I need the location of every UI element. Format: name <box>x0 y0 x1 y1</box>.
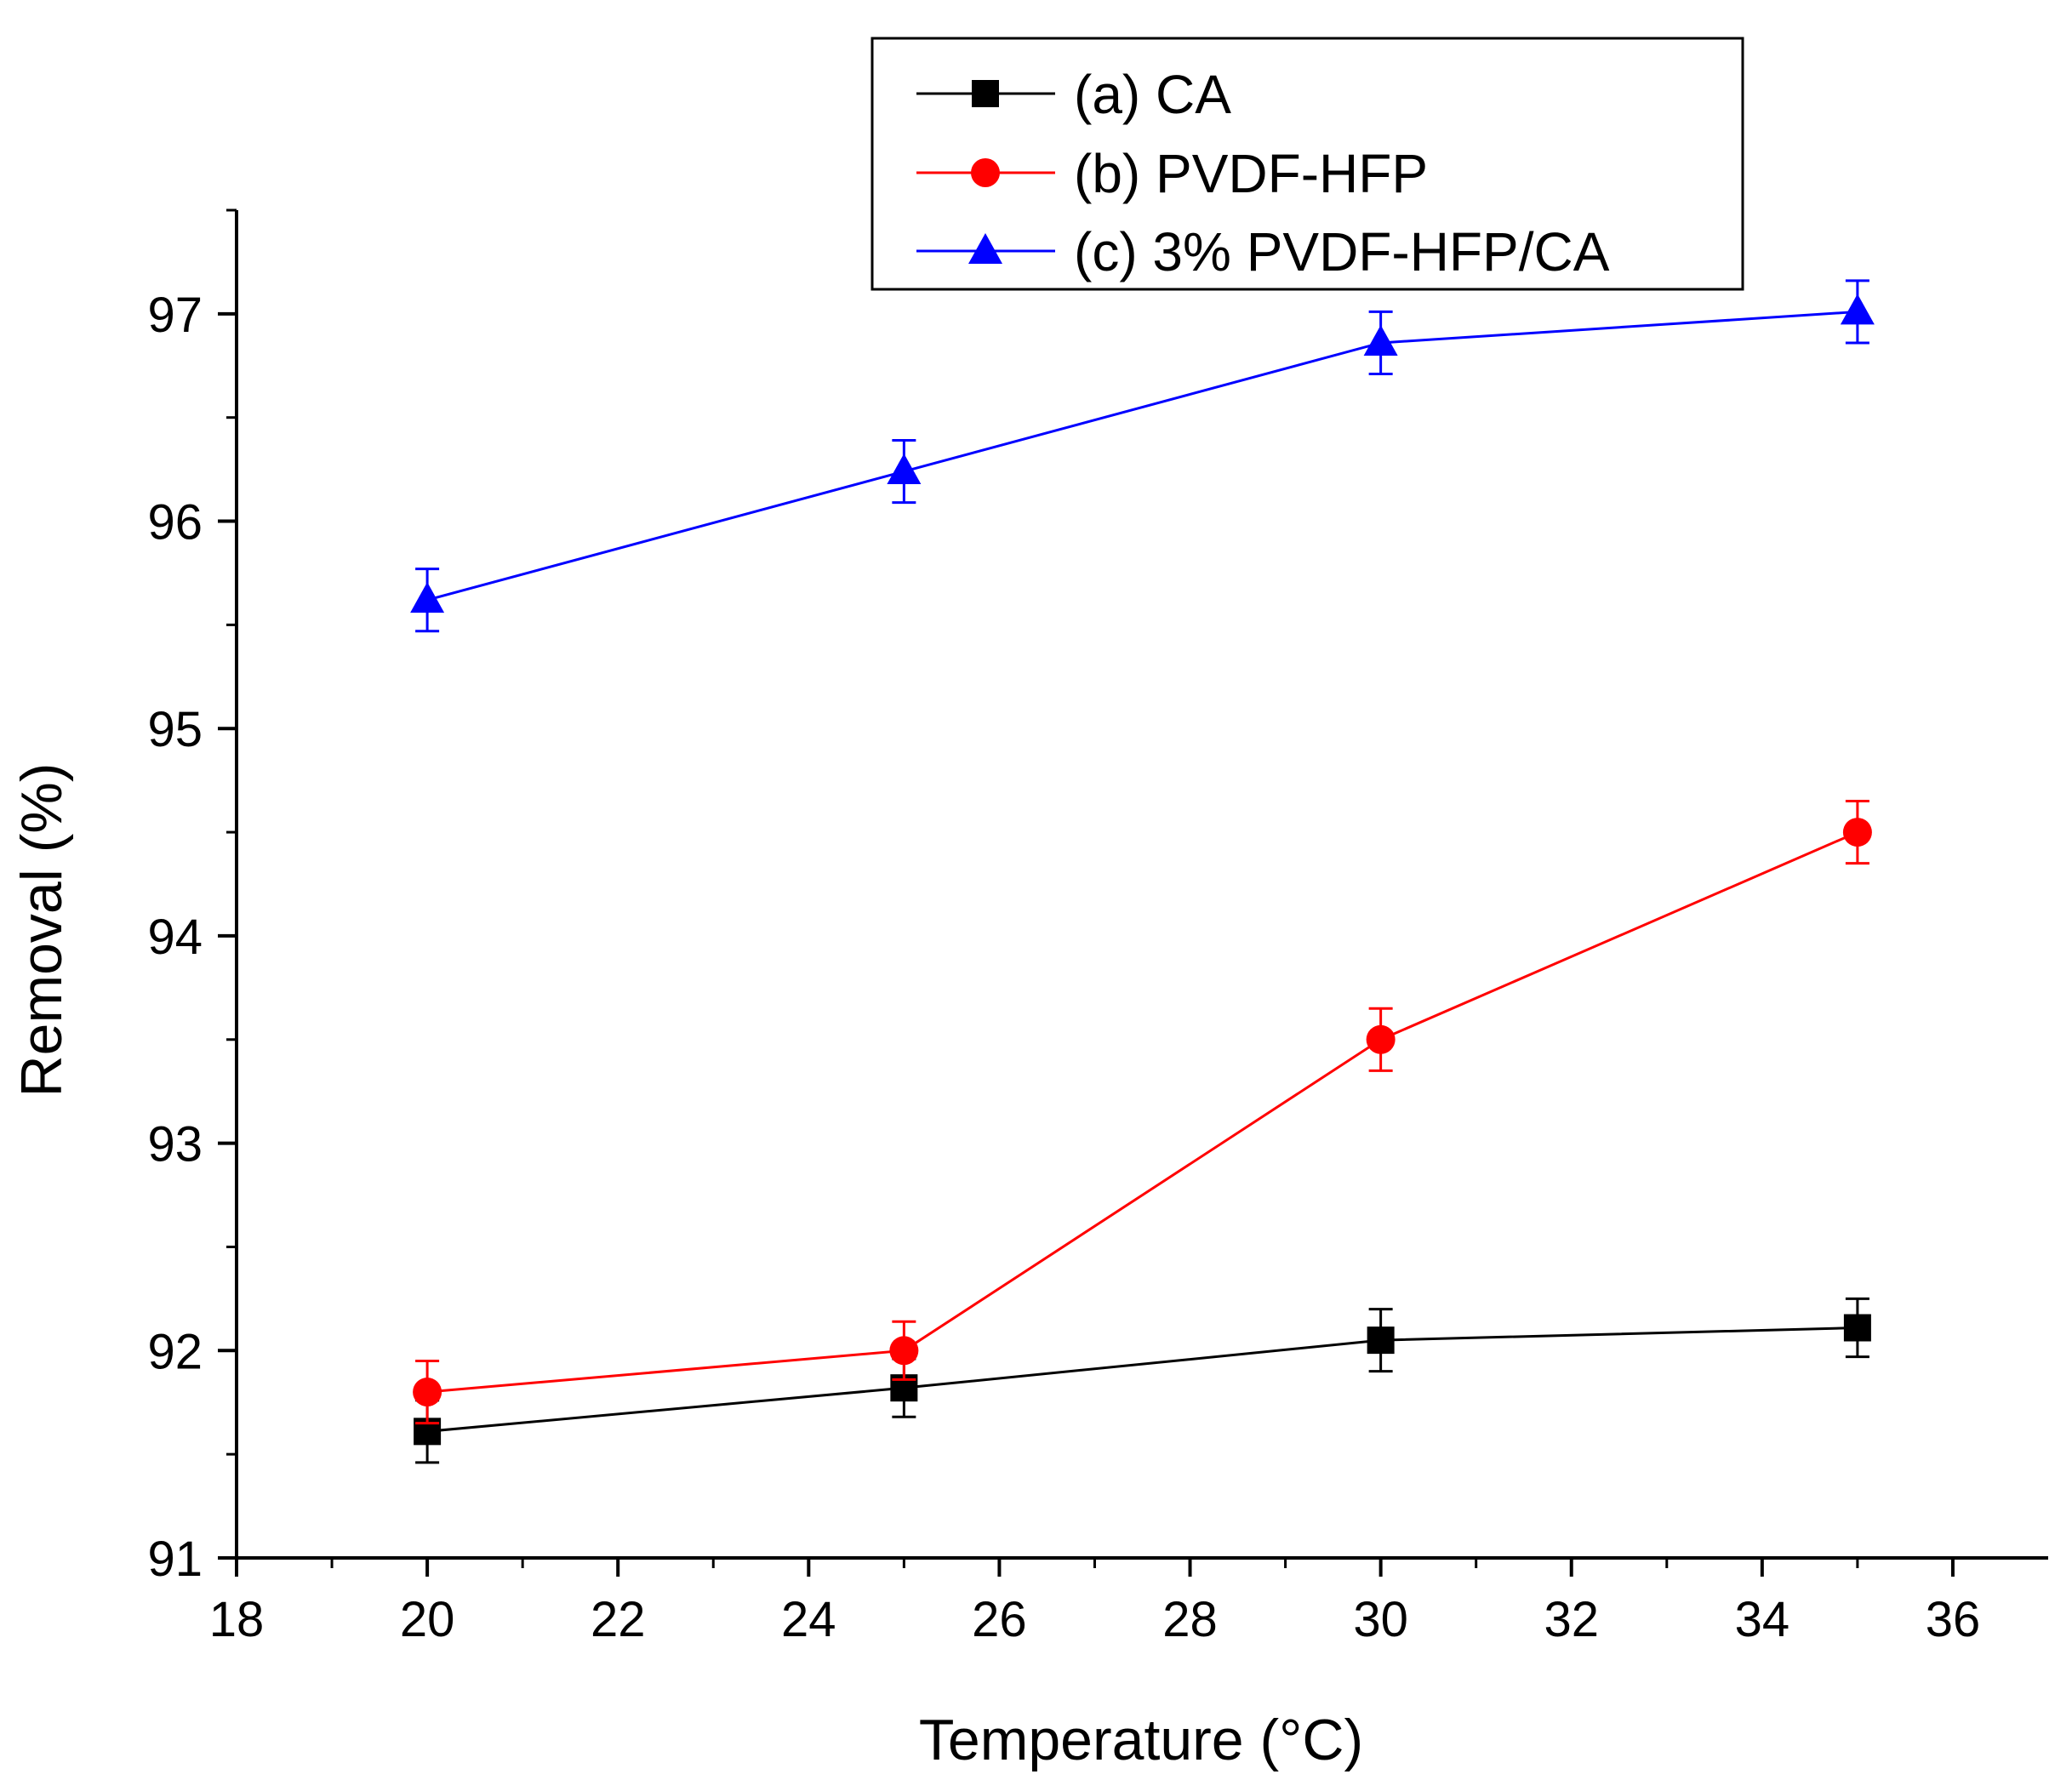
data-point <box>1840 294 1875 325</box>
x-tick-label: 24 <box>781 1592 836 1647</box>
x-tick-label: 30 <box>1353 1592 1408 1647</box>
y-tick-label: 94 <box>147 910 203 965</box>
x-tick-label: 28 <box>1162 1592 1218 1647</box>
y-axis-label: Removal (%) <box>9 763 74 1098</box>
legend-label: (a) CA <box>1074 64 1231 125</box>
data-point <box>887 454 922 485</box>
y-tick-label: 93 <box>147 1117 203 1172</box>
x-axis-ticks: 18 20 22 24 26 28 30 32 34 36 <box>209 1558 1980 1647</box>
x-tick-label: 34 <box>1735 1592 1790 1647</box>
y-tick-label: 96 <box>147 495 203 551</box>
series-1 <box>414 1297 1871 1464</box>
x-tick-label: 18 <box>209 1592 265 1647</box>
series-line <box>426 310 1858 602</box>
series-2 <box>413 800 1872 1425</box>
x-tick-label: 22 <box>591 1592 646 1647</box>
data-point <box>1367 1326 1395 1355</box>
legend-marker <box>968 233 1002 264</box>
x-tick-label: 36 <box>1926 1592 1981 1647</box>
legend-label: (c) 3% PVDF-HFP/CA <box>1074 221 1610 282</box>
x-tick-label: 26 <box>972 1592 1027 1647</box>
data-point <box>1363 324 1398 356</box>
legend-box <box>870 37 1744 291</box>
legend-marker <box>971 158 1000 187</box>
series-line <box>426 830 1858 1394</box>
series-layer <box>410 279 1875 1464</box>
data-point <box>413 1378 442 1407</box>
series-line <box>426 1326 1858 1433</box>
data-point <box>1366 1024 1396 1054</box>
y-axis-ticks: 91 92 93 94 95 96 97 <box>147 208 237 1587</box>
x-axis-label: Temperature (°C) <box>919 1708 1363 1772</box>
legend: (a) CA (b) PVDF-HFP (c) 3% PVDF-HFP/CA <box>870 37 1744 291</box>
y-tick-label: 95 <box>147 702 203 757</box>
x-tick-label: 20 <box>400 1592 455 1647</box>
legend-marker <box>972 80 999 107</box>
y-tick-label: 97 <box>147 288 203 343</box>
y-tick-label: 91 <box>147 1532 203 1587</box>
data-point <box>410 582 445 613</box>
data-point <box>889 1336 919 1366</box>
data-point <box>1843 1314 1871 1342</box>
data-point <box>1842 818 1872 847</box>
axes <box>235 210 2048 1560</box>
x-tick-label: 32 <box>1544 1592 1599 1647</box>
y-tick-label: 92 <box>147 1324 203 1379</box>
legend-label: (b) PVDF-HFP <box>1074 143 1428 204</box>
series-3 <box>410 279 1875 633</box>
